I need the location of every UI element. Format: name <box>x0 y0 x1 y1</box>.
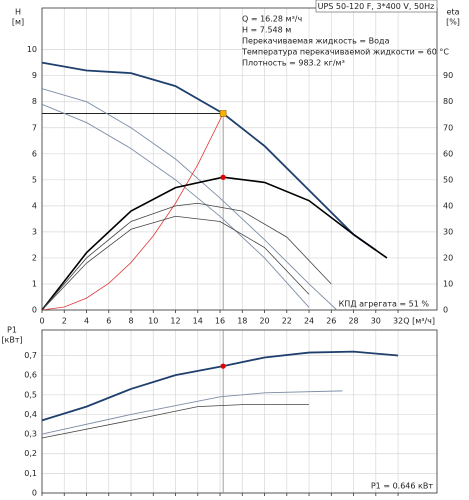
y2-tick-label: 40 <box>443 201 453 210</box>
y-tick-label: 9 <box>32 71 37 80</box>
annotation: Перекачиваемая жидкость = Вода <box>242 37 390 46</box>
y-tick-label: 6 <box>32 149 37 158</box>
y2-tick-label: 90 <box>443 71 453 80</box>
y-tick-label: 0 <box>32 489 37 498</box>
annotation: Температура перекачиваемой жидкости = 60… <box>241 48 449 57</box>
curve <box>41 215 310 311</box>
operating-point <box>219 110 227 117</box>
x-tick-label: 2 <box>62 317 67 326</box>
power-label: P1 = 0.646 кВт <box>371 482 433 491</box>
curve <box>41 61 377 251</box>
curve <box>41 404 310 439</box>
curve <box>41 202 332 311</box>
annotation: Q = 16.28 м³/ч <box>242 15 302 24</box>
chart-title: UPS 50-120 F, 3*400 V, 50Hz <box>318 2 435 11</box>
y-axis-label: H <box>15 8 21 17</box>
x-tick-label: 24 <box>304 317 314 326</box>
y-tick-label: 7 <box>32 123 37 132</box>
curve <box>41 176 388 311</box>
x-tick-label: 8 <box>128 317 133 326</box>
x-tick-label: 16 <box>215 317 225 326</box>
x-tick-label: 28 <box>348 317 358 326</box>
y-tick-label: 0,4 <box>24 410 37 419</box>
y2-tick-label: 30 <box>443 227 453 236</box>
y-tick-label: 0,6 <box>24 371 37 380</box>
y-tick-label: 10 <box>27 45 37 54</box>
y2-tick-label: 50 <box>443 175 453 184</box>
annotation: Плотность = 983.2 кг/м³ <box>242 59 345 68</box>
y2-tick-label: 10 <box>443 279 453 288</box>
curve <box>41 103 310 308</box>
x-tick-label: 30 <box>371 317 381 326</box>
x-tick-label: 20 <box>259 317 269 326</box>
curve <box>41 113 224 311</box>
curve <box>41 390 343 435</box>
x-tick-label: 22 <box>282 317 292 326</box>
y-tick-label: 3 <box>32 227 37 236</box>
efficiency-label: КПД агрегата = 51 % <box>339 300 430 309</box>
y-tick-label: 5 <box>32 175 37 184</box>
y2-axis-label: eta <box>447 8 460 17</box>
y2-tick-label: 60 <box>443 149 453 158</box>
y-tick-label: 0,3 <box>24 430 37 439</box>
x-tick-label: 4 <box>84 317 89 326</box>
x-tick-label: 26 <box>326 317 336 326</box>
y2-tick-label: 0 <box>443 306 448 315</box>
y2-axis-label: [%] <box>446 18 460 27</box>
y-axis-label: P1 <box>7 326 17 335</box>
x-tick-label: 12 <box>170 317 180 326</box>
annotation: H = 7.548 м <box>242 26 291 35</box>
y-tick-label: 0,7 <box>24 351 37 360</box>
x-tick-label: 18 <box>237 317 247 326</box>
y-axis-label: [кВт] <box>1 336 22 345</box>
plot-frame <box>41 329 438 494</box>
y-tick-label: 4 <box>32 201 37 210</box>
x-axis-label: Q [м³/ч] <box>403 317 435 326</box>
power-point <box>220 363 226 369</box>
x-tick-label: 6 <box>106 317 111 326</box>
x-tick-label: 14 <box>193 317 203 326</box>
y-tick-label: 2 <box>32 253 37 262</box>
y-axis-label: [м] <box>12 18 24 27</box>
y2-tick-label: 80 <box>443 97 453 106</box>
y2-tick-label: 20 <box>443 253 453 262</box>
x-tick-label: 0 <box>39 317 44 326</box>
y-tick-label: 1 <box>32 279 37 288</box>
plot-frame <box>41 7 438 311</box>
y-tick-label: 0,5 <box>24 390 37 399</box>
efficiency-point <box>220 174 226 180</box>
x-tick-label: 10 <box>148 317 158 326</box>
title-box <box>315 0 438 13</box>
y-tick-label: 0,1 <box>24 469 37 478</box>
y-tick-label: 8 <box>32 97 37 106</box>
curve <box>41 88 338 311</box>
y-tick-label: 0,2 <box>24 449 37 458</box>
x-tick-label: 32 <box>393 317 403 326</box>
y-tick-label: 0 <box>32 306 37 315</box>
y2-tick-label: 70 <box>443 123 453 132</box>
